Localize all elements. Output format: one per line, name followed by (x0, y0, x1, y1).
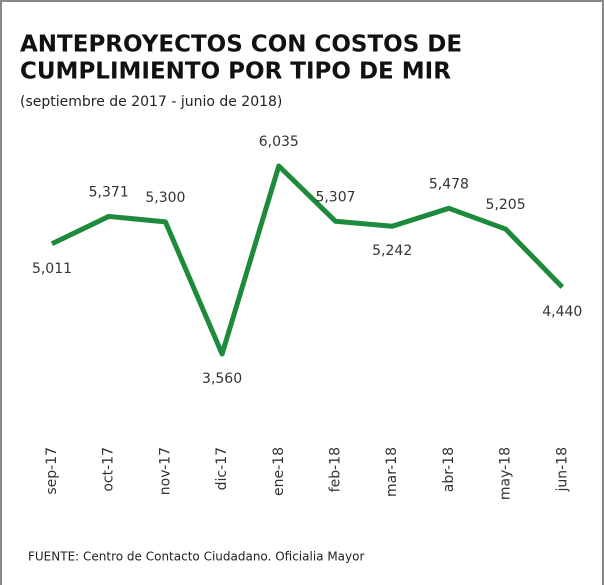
data-label: 4,440 (542, 304, 582, 320)
x-tick-label: feb-18 (328, 447, 344, 492)
x-tick-label: mar-18 (384, 447, 400, 497)
data-label: 5,205 (486, 197, 526, 213)
x-tick-label: dic-17 (214, 447, 230, 490)
x-tick-label: jun-18 (554, 447, 570, 493)
chart-title: CUMPLIMIENTO POR TIPO DE MIR (20, 59, 451, 85)
source: FUENTE: Centro de Contacto Ciudadano. Of… (28, 550, 364, 564)
data-label: 5,011 (32, 261, 72, 277)
data-label: 5,242 (372, 243, 412, 259)
data-label: 6,035 (259, 134, 299, 150)
x-tick-label: ene-18 (271, 447, 287, 496)
data-label: 5,371 (89, 184, 129, 200)
x-tick-label: may-18 (498, 447, 514, 500)
line (50, 163, 565, 357)
subtitle: (septiembre de 2017 - junio de 2018) (20, 94, 282, 110)
x-tick-label: oct-17 (101, 447, 117, 492)
chart-title: ANTEPROYECTOS CON COSTOS DE (20, 32, 462, 58)
data-label: 5,307 (315, 189, 355, 205)
x-tick-label: abr-18 (441, 447, 457, 492)
x-tick-label: sep-17 (44, 447, 60, 495)
data-label: 3,560 (202, 371, 242, 387)
data-label: 5,478 (429, 176, 469, 192)
x-tick-label: nov-17 (157, 447, 173, 495)
data-label: 5,300 (145, 190, 185, 206)
